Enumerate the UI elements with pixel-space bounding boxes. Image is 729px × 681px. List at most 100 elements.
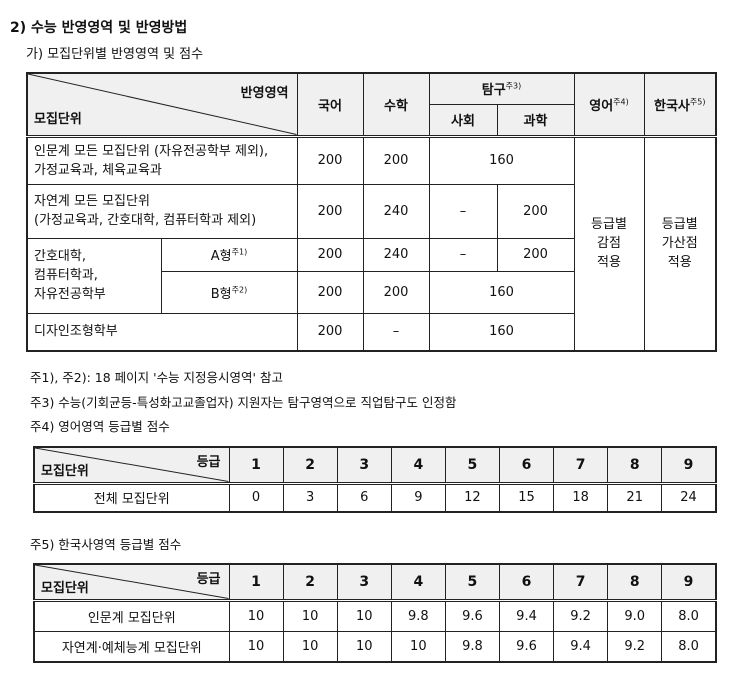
unit-cell: 인문계 모든 모집단위 (자유전공학부 제외), 가정교육과, 체육교육과 [26,135,298,185]
footnote-ref: 주5) [689,97,706,107]
diagonal-line [28,74,297,135]
footnote-ref: 주1) [231,247,248,257]
grade-header: 4 [390,563,446,602]
table-row: 간호대학, 컴퓨터학과, 자유전공학부 A형주1) 200 240 – 200 [26,237,716,314]
score-cell: 9.4 [498,599,555,632]
col-english: 영어주4) [573,72,645,138]
score-cell: 12 [444,482,500,513]
corner-header: 반영영역 모집단위 [26,72,298,138]
table-row: 자연계 모든 모집단위 (가정교육과, 간호대학, 컴퓨터학과 제외) 200 … [26,183,716,239]
col-science: 과학 [496,103,575,138]
score-cell: 10 [282,630,338,663]
score-cell: 3 [282,482,338,513]
unit-cell: 자연계·예체능계 모집단위 [33,630,230,663]
score-cell: 6 [336,482,392,513]
grade-header: 6 [498,563,555,602]
row-axis-label: 모집단위 [41,463,89,479]
corner-header: 등급 모집단위 [33,563,230,602]
score-cell: 10 [282,599,338,632]
grade-header: 1 [228,563,284,602]
grade-header: 3 [336,446,392,485]
score-cell: 200 [496,183,575,239]
score-cell: – [362,312,430,352]
score-cell: 200 [296,237,364,272]
score-cell: 18 [553,482,609,513]
grade-header: 5 [444,563,500,602]
english-label: 영어 [589,98,614,114]
score-cell: 10 [336,630,392,663]
score-cell: 160 [428,270,575,314]
score-cell: 200 [296,312,364,352]
score-cell: 10 [390,630,446,663]
score-cell: 0 [228,482,284,513]
score-cell: – [428,237,498,272]
score-cell: 200 [496,237,575,272]
history-method-cell: 등급별 가산점 적용 [643,135,717,352]
footnote: 주4) 영어영역 등급별 점수 [30,419,170,434]
grade-header: 9 [661,446,717,485]
grade-header: 1 [228,446,284,485]
grade-header: 3 [336,563,392,602]
score-cell: 21 [607,482,663,513]
footnote: 주5) 한국사영역 등급별 점수 [30,537,182,552]
type-cell: A형주1) [160,237,298,272]
score-cell: 9.4 [553,630,609,663]
score-cell: 8.0 [661,630,717,663]
type-cell: B형주2) [160,270,298,314]
grade-header: 2 [282,446,338,485]
grade-header: 5 [444,446,500,485]
grade-header: 6 [498,446,555,485]
score-cell: 8.0 [661,599,717,632]
score-cell: 9.6 [498,630,555,663]
footnote-ref: 주3) [505,81,522,91]
grade-header: 2 [282,563,338,602]
row-axis-label: 모집단위 [34,111,82,127]
unit-cell: 인문계 모집단위 [33,599,230,632]
score-cell: 10 [336,599,392,632]
grade-header: 7 [553,563,609,602]
score-cell: 9.8 [444,630,500,663]
score-cell: 9.8 [390,599,446,632]
grade-header: 9 [661,563,717,602]
subsection-heading: 가) 모집단위별 반영영역 및 점수 [26,47,204,62]
table-row: 전체 모집단위 0 3 6 9 12 15 18 21 24 [33,482,717,513]
footnote-ref: 주2) [231,285,248,295]
score-cell: 160 [428,312,575,352]
grade-header: 8 [607,563,663,602]
score-table: 반영영역 모집단위 국어 수학 탐구주3) 영어주4) 한국사주5) 사회 과학… [26,72,717,352]
table-row: 자연계·예체능계 모집단위 10 10 10 10 9.8 9.6 9.4 9.2 8.0 [33,630,717,663]
col-history: 한국사주5) [643,72,717,138]
unit-cell: 디자인조형학부 [26,312,298,352]
score-cell: 200 [362,135,430,185]
grade-header: 4 [390,446,446,485]
col-social: 사회 [428,103,498,138]
unit-cell: 간호대학, 컴퓨터학과, 자유전공학부 [26,237,162,314]
score-cell: 9 [390,482,446,513]
unit-cell: 자연계 모든 모집단위 (가정교육과, 간호대학, 컴퓨터학과 제외) [26,183,298,239]
col-math: 수학 [362,72,430,138]
table-row: B형주2) 200 200 160 [27,270,716,314]
footnote: 주3) 수능(기회균등-특성화고교졸업자) 지원자는 탐구영역으로 직업탐구도 … [30,395,457,410]
inquiry-label: 탐구 [481,83,506,99]
english-method-cell: 등급별 감점 적용 [573,135,645,352]
score-cell: 15 [498,482,555,513]
score-cell: 200 [362,270,430,314]
column-axis-label: 반영영역 [240,86,289,101]
section-heading: 2) 수능 반영영역 및 반영방법 [10,20,188,36]
column-axis-label: 등급 [196,455,221,470]
grade-header: 8 [607,446,663,485]
score-cell: 9.2 [553,599,609,632]
col-korean: 국어 [296,72,364,138]
footnote: 주1), 주2): 18 페이지 '수능 지정응시영역' 참고 [30,370,283,385]
score-cell: 240 [362,183,430,239]
score-cell: 200 [296,270,364,314]
score-cell: 200 [296,135,364,185]
score-cell: 9.6 [444,599,500,632]
score-cell: 9.0 [607,599,663,632]
history-label: 한국사 [654,98,690,114]
unit-cell: 전체 모집단위 [33,482,230,513]
type-label: B형 [210,286,232,302]
score-cell: 160 [428,135,575,185]
score-cell: – [428,183,498,239]
